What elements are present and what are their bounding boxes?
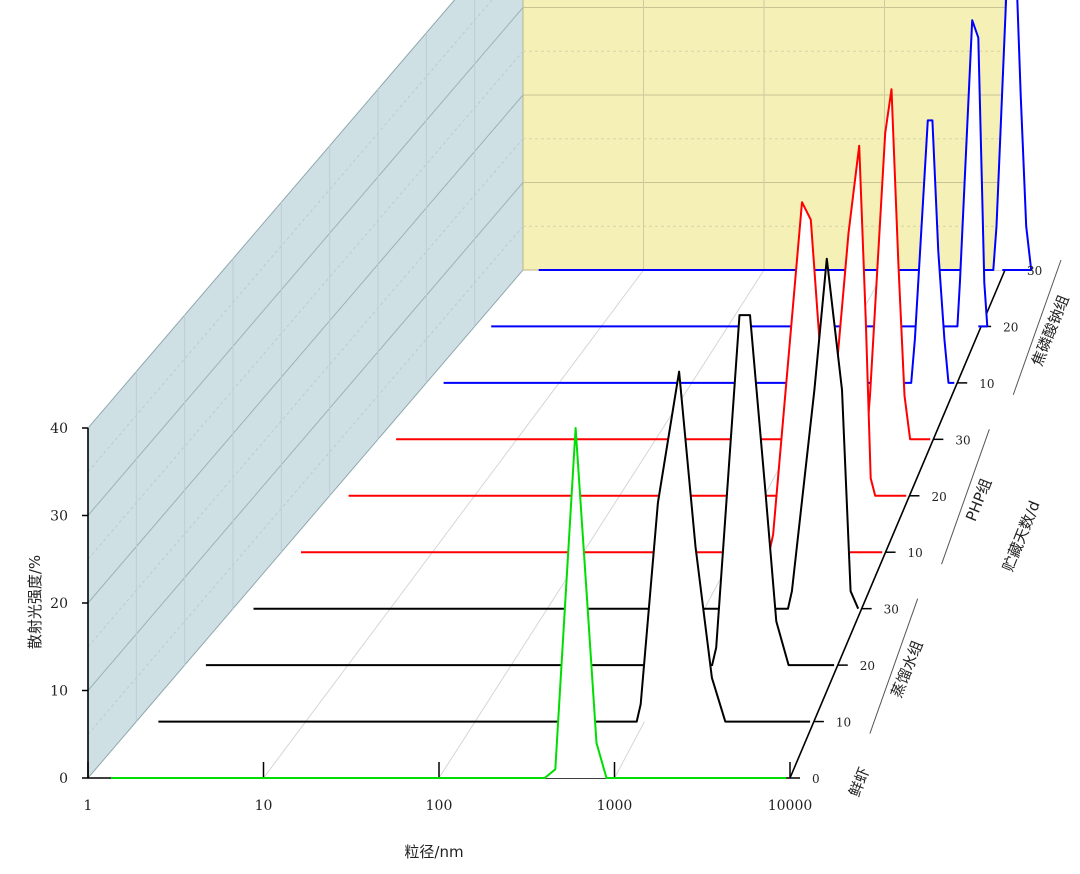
group-label: 鲜虾 — [845, 765, 873, 800]
z-tick-label: 10 — [979, 377, 994, 391]
z-tick-label: 10 — [836, 716, 851, 730]
series-mask — [396, 89, 931, 440]
series-line — [158, 370, 811, 723]
z-tick-label: 10 — [908, 546, 923, 560]
group-bracket — [1012, 259, 1062, 396]
x-tick-label: 10 — [255, 798, 273, 814]
series-line — [538, 0, 1033, 271]
floor-gridline — [438, 269, 765, 779]
left-wall-gridline — [87, 7, 524, 516]
x-tick-label: 1000 — [597, 798, 633, 814]
series-mask — [253, 258, 859, 609]
y-tick-label: 30 — [50, 509, 68, 525]
y-tick-label: 10 — [50, 684, 68, 700]
z-tick-label: 30 — [1027, 264, 1042, 278]
z-axis-title: 贮藏天数/d — [999, 498, 1044, 574]
x-tick-label: 10000 — [768, 798, 813, 814]
chart-series — [110, 0, 1033, 779]
x-tick-label: 1 — [84, 798, 93, 814]
series-mask — [205, 315, 835, 666]
group-label: PHP组 — [962, 476, 995, 524]
z-tick-label: 0 — [812, 772, 820, 786]
z-tick-label: 30 — [955, 433, 970, 447]
group-bracket — [941, 429, 990, 565]
y-tick-label: 0 — [59, 771, 68, 787]
group-bracket — [869, 598, 919, 734]
series-line — [491, 19, 989, 328]
group-label: 焦磷酸钠组 — [1028, 292, 1073, 368]
series-line — [205, 314, 835, 667]
z-tick-label: 20 — [860, 659, 875, 673]
x-axis-title: 粒径/nm — [404, 843, 463, 861]
floor-gridline — [263, 269, 644, 779]
series-mask — [348, 145, 907, 496]
series-line — [253, 257, 860, 610]
group-label: 蒸馏水组 — [888, 638, 927, 700]
y-tick-label: 20 — [50, 596, 68, 612]
y-tick-label: 40 — [50, 421, 68, 437]
z-tick-label: 30 — [884, 603, 899, 617]
series-line — [443, 119, 955, 384]
left-wall-gridline — [87, 94, 524, 604]
z-axis-line — [789, 269, 1006, 779]
x-tick-label: 100 — [426, 798, 453, 814]
left-wall — [87, 0, 524, 780]
y-axis-title: 散射光强度/% — [26, 555, 44, 649]
z-tick-label: 20 — [931, 490, 946, 504]
left-wall-gridline — [87, 182, 524, 691]
series-line — [110, 427, 787, 779]
z-tick-label: 20 — [1003, 320, 1018, 334]
